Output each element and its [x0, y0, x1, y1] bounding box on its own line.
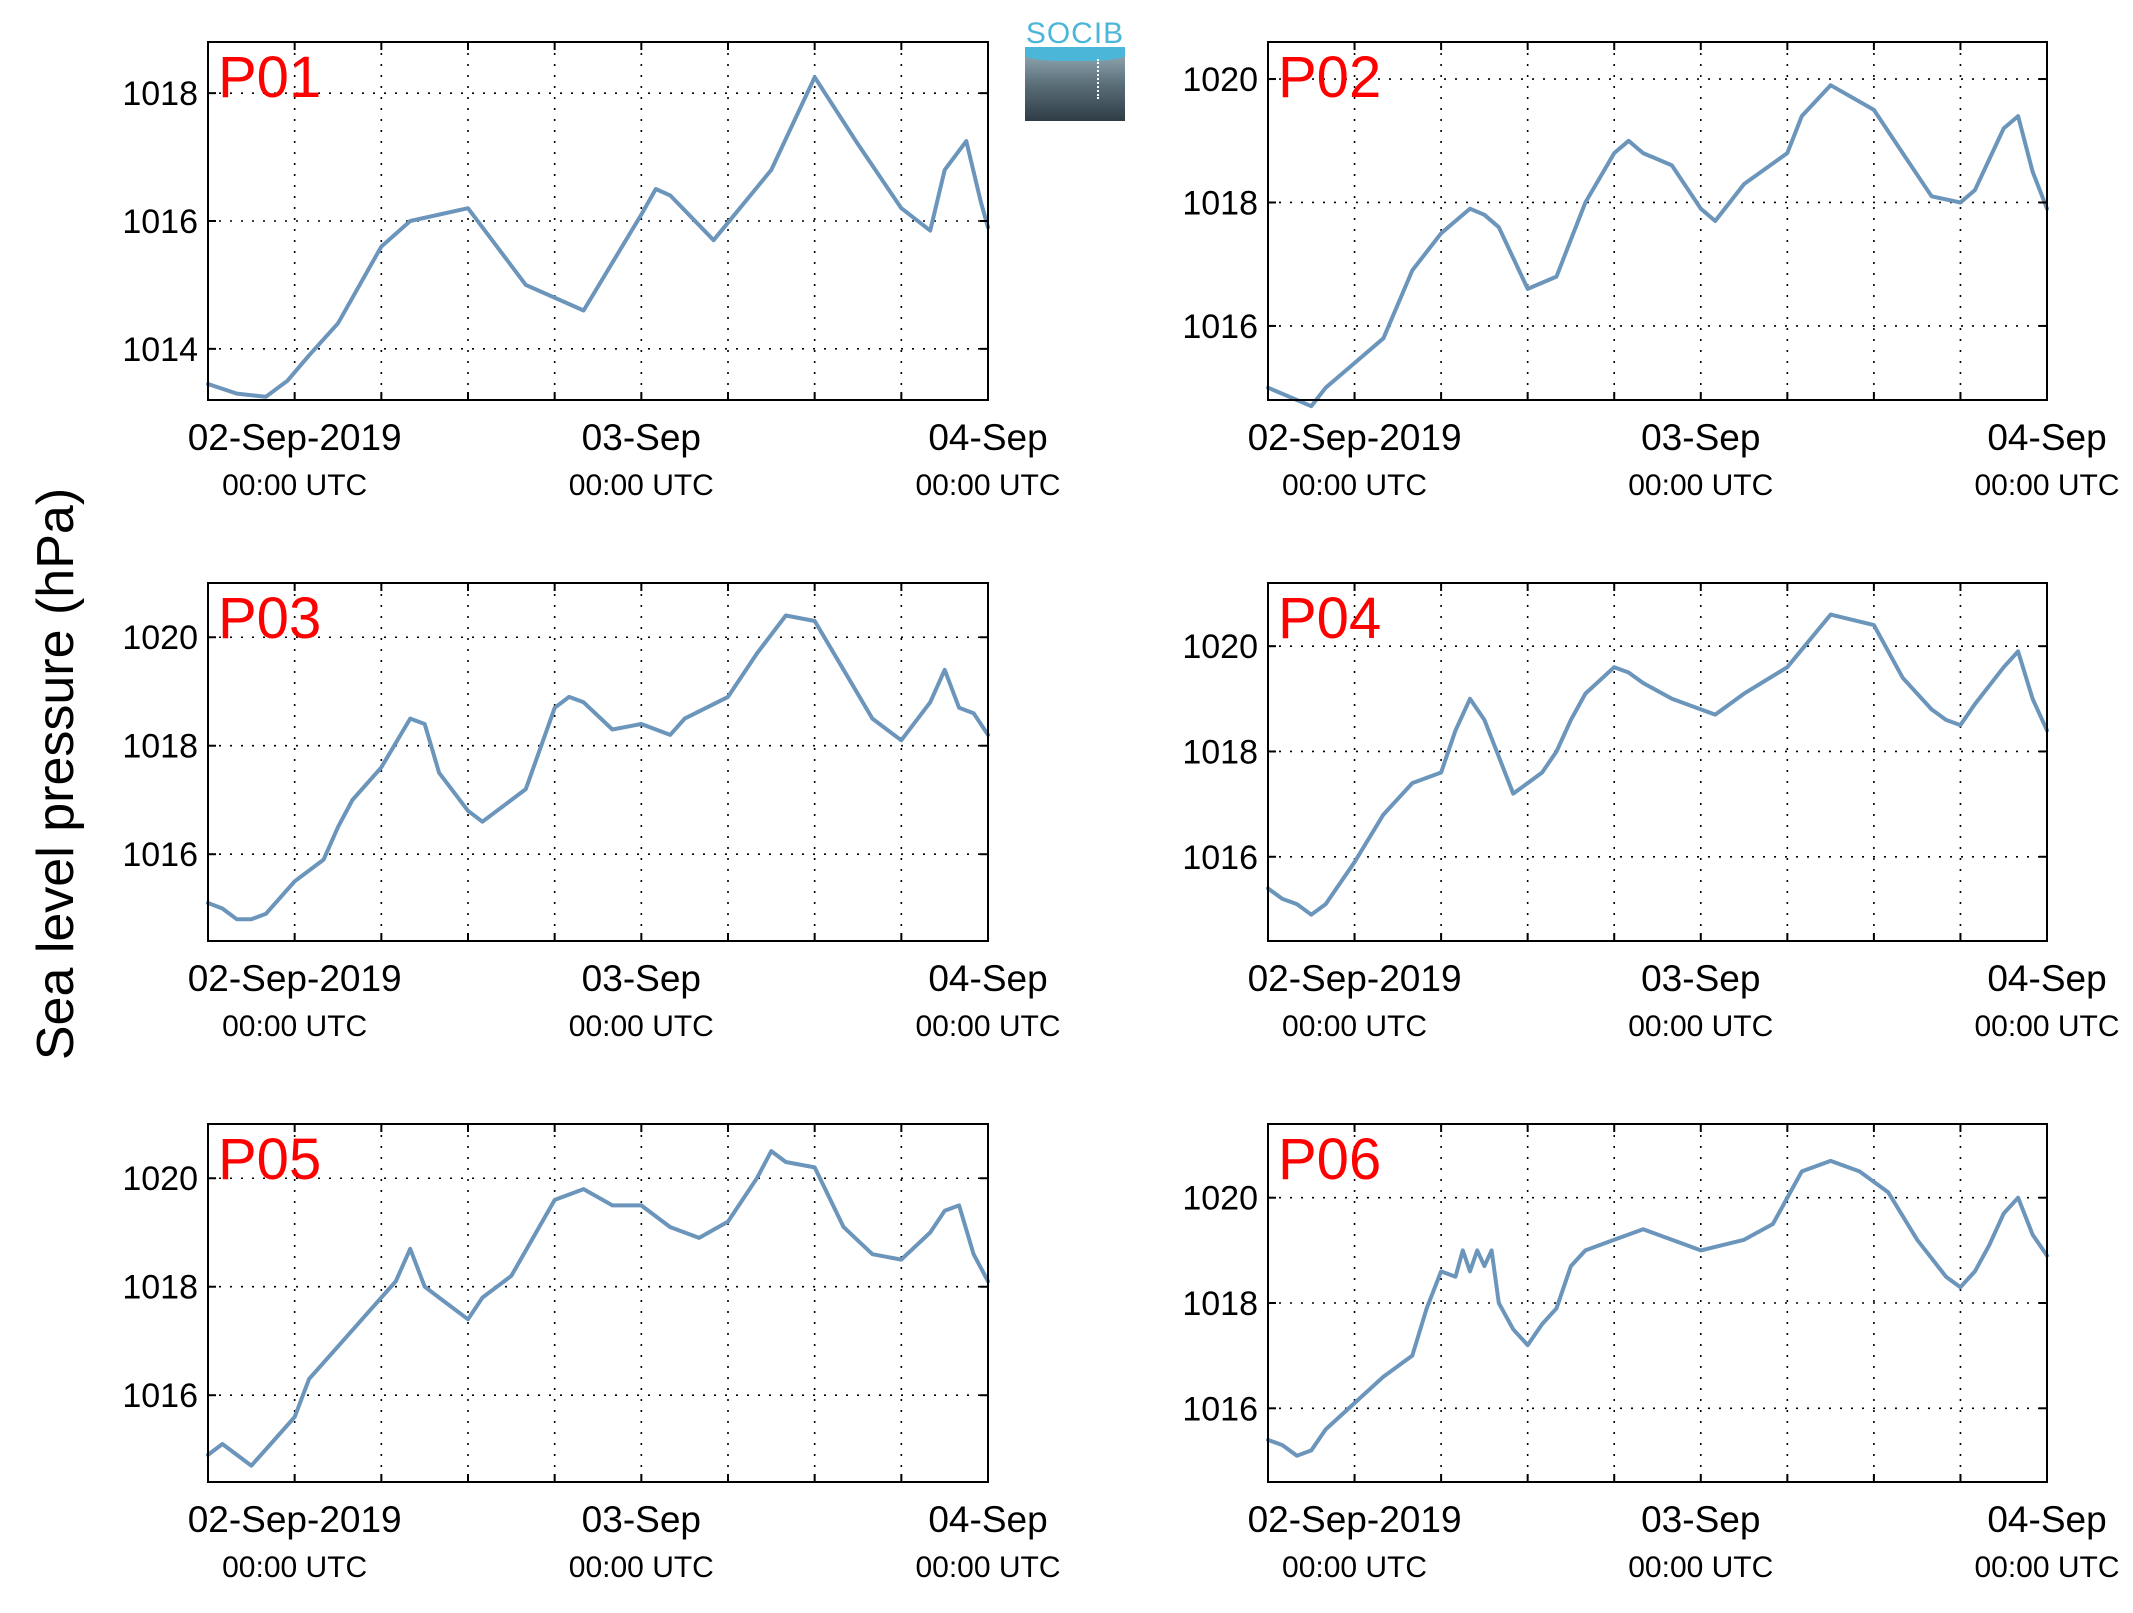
x-tick-label-date: 02-Sep-2019 — [1248, 1499, 1462, 1540]
y-tick-label: 1016 — [1182, 1390, 1258, 1428]
panel-3: 1016 1018 1020 02-Sep-2019 00:00 UTC 03-Sep 00… — [122, 582, 1061, 1043]
x-tick-label-date: 04-Sep — [928, 1499, 1047, 1540]
y-tick-label: 1020 — [122, 619, 198, 657]
y-tick-label: 1014 — [122, 331, 198, 369]
y-tick-label: 1016 — [122, 836, 198, 874]
y-tick-label: 1016 — [122, 1377, 198, 1415]
y-tick-label: 1018 — [1182, 184, 1258, 222]
x-tick-label-date: 02-Sep-2019 — [188, 1499, 402, 1540]
x-tick-label-date: 04-Sep — [1987, 417, 2106, 458]
y-tick-label: 1016 — [122, 203, 198, 241]
panel-1: 1014 1016 1018 02-Sep-2019 00:00 UTC 03-Sep 00… — [122, 41, 1061, 502]
x-tick-label-date: 02-Sep-2019 — [1248, 958, 1462, 999]
panel-title: P03 — [218, 586, 321, 651]
x-tick-label-time: 00:00 UTC — [1974, 1551, 2119, 1584]
series-line — [1266, 612, 2049, 917]
x-tick-label-time: 00:00 UTC — [1628, 469, 1773, 502]
x-tick-label-time: 00:00 UTC — [569, 1010, 714, 1043]
series-line — [206, 75, 990, 399]
axes-frame — [1267, 582, 2048, 942]
x-tick-label-date: 03-Sep — [1641, 958, 1760, 999]
x-tick-label-date: 03-Sep — [1641, 1499, 1760, 1540]
x-tick-label-time: 00:00 UTC — [222, 1551, 367, 1584]
axes-frame — [207, 1123, 989, 1483]
x-tick-label-time: 00:00 UTC — [915, 1010, 1060, 1043]
y-tick-label: 1018 — [122, 1269, 198, 1307]
y-axis-label: Sea level pressure (hPa) — [27, 487, 85, 1061]
panel-2: 1016 1018 1020 02-Sep-2019 00:00 UTC 03-Sep 00… — [1182, 41, 2120, 502]
panel-title: P06 — [1278, 1127, 1381, 1192]
x-tick-label-date: 04-Sep — [928, 417, 1047, 458]
y-tick-label: 1020 — [122, 1160, 198, 1198]
axes-frame — [207, 41, 989, 401]
x-tick-label-date: 02-Sep-2019 — [188, 958, 402, 999]
x-tick-label-date: 04-Sep — [1987, 958, 2106, 999]
series-line — [206, 1149, 990, 1468]
panel-title: P05 — [218, 1127, 321, 1192]
panel-title: P01 — [218, 45, 321, 110]
x-tick-label-time: 00:00 UTC — [569, 1551, 714, 1584]
x-tick-label-time: 00:00 UTC — [222, 469, 367, 502]
y-tick-label: 1016 — [1182, 308, 1258, 346]
x-tick-label-time: 00:00 UTC — [1282, 1010, 1427, 1043]
x-tick-label-time: 00:00 UTC — [1974, 469, 2119, 502]
x-tick-label-date: 02-Sep-2019 — [1248, 417, 1462, 458]
x-tick-label-time: 00:00 UTC — [569, 469, 714, 502]
y-tick-label: 1018 — [1182, 733, 1258, 771]
x-tick-label-time: 00:00 UTC — [1974, 1010, 2119, 1043]
x-tick-label-date: 02-Sep-2019 — [188, 417, 402, 458]
panel-5: 1016 1018 1020 02-Sep-2019 00:00 UTC 03-Sep 00… — [122, 1123, 1061, 1584]
axes-frame — [207, 582, 989, 942]
x-tick-label-date: 04-Sep — [928, 958, 1047, 999]
axes-frame — [1267, 41, 2048, 401]
panel-6: 1016 1018 1020 02-Sep-2019 00:00 UTC 03-Sep 00… — [1182, 1123, 2120, 1584]
panel-title: P04 — [1278, 586, 1381, 651]
panel-4: 1016 1018 1020 02-Sep-2019 00:00 UTC 03-Sep 00… — [1182, 582, 2120, 1043]
y-tick-label: 1020 — [1182, 1180, 1258, 1218]
x-tick-label-time: 00:00 UTC — [222, 1010, 367, 1043]
x-tick-label-date: 04-Sep — [1987, 1499, 2106, 1540]
y-tick-label: 1018 — [122, 75, 198, 113]
logo-wave-icon — [1025, 47, 1125, 121]
x-tick-label-time: 00:00 UTC — [1628, 1551, 1773, 1584]
x-tick-label-date: 03-Sep — [1641, 417, 1760, 458]
x-tick-label-date: 03-Sep — [582, 1499, 701, 1540]
socib-logo: SOCIB — [1025, 15, 1125, 121]
x-tick-label-time: 00:00 UTC — [1628, 1010, 1773, 1043]
axes-frame — [1267, 1123, 2048, 1483]
series-line — [206, 613, 990, 922]
y-tick-label: 1018 — [122, 728, 198, 766]
y-tick-label: 1016 — [1182, 839, 1258, 877]
series-line — [1266, 83, 2049, 409]
logo-text: SOCIB — [1025, 17, 1125, 50]
y-tick-label: 1018 — [1182, 1285, 1258, 1323]
y-tick-label: 1020 — [1182, 628, 1258, 666]
y-tick-label: 1020 — [1182, 61, 1258, 99]
x-tick-label-date: 03-Sep — [582, 958, 701, 999]
x-tick-label-date: 03-Sep — [582, 417, 701, 458]
series-line — [1266, 1158, 2049, 1458]
x-tick-label-time: 00:00 UTC — [915, 1551, 1060, 1584]
x-tick-label-time: 00:00 UTC — [915, 469, 1060, 502]
x-tick-label-time: 00:00 UTC — [1282, 1551, 1427, 1584]
x-tick-label-time: 00:00 UTC — [1282, 469, 1427, 502]
panel-title: P02 — [1278, 45, 1381, 110]
